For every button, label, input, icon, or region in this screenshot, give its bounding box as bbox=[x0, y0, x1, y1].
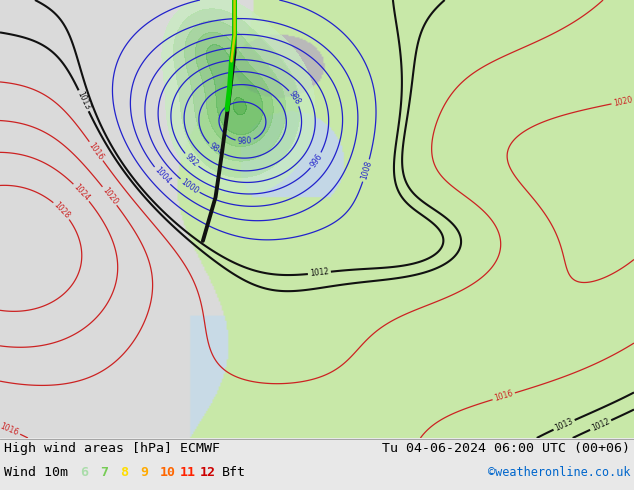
Text: 11: 11 bbox=[180, 466, 196, 479]
Text: 1013: 1013 bbox=[75, 90, 92, 111]
Text: 1020: 1020 bbox=[612, 95, 633, 108]
Text: 8: 8 bbox=[120, 466, 128, 479]
Text: High wind areas [hPa] ECMWF: High wind areas [hPa] ECMWF bbox=[4, 442, 220, 455]
Text: 1012: 1012 bbox=[309, 268, 329, 278]
Text: 992: 992 bbox=[183, 152, 200, 169]
Text: Tu 04-06-2024 06:00 UTC (00+06): Tu 04-06-2024 06:00 UTC (00+06) bbox=[382, 442, 630, 455]
Text: 12: 12 bbox=[200, 466, 216, 479]
Text: 1028: 1028 bbox=[52, 200, 72, 220]
Text: Bft: Bft bbox=[222, 466, 246, 479]
Text: 1000: 1000 bbox=[179, 177, 200, 196]
Text: 1008: 1008 bbox=[359, 160, 373, 181]
Text: 1013: 1013 bbox=[553, 416, 574, 433]
Text: 984: 984 bbox=[207, 142, 224, 157]
Text: 1020: 1020 bbox=[100, 186, 119, 206]
Text: 1016: 1016 bbox=[493, 389, 514, 403]
Text: 1004: 1004 bbox=[152, 166, 172, 186]
Text: 1016: 1016 bbox=[0, 421, 20, 438]
Text: ©weatheronline.co.uk: ©weatheronline.co.uk bbox=[488, 466, 630, 479]
Text: 1012: 1012 bbox=[590, 417, 611, 433]
Text: 1016: 1016 bbox=[87, 141, 105, 162]
Text: 980: 980 bbox=[237, 136, 252, 146]
Text: 7: 7 bbox=[100, 466, 108, 479]
Text: 10: 10 bbox=[160, 466, 176, 479]
Text: 9: 9 bbox=[140, 466, 148, 479]
Text: 6: 6 bbox=[80, 466, 88, 479]
Text: 996: 996 bbox=[308, 152, 324, 169]
Text: 988: 988 bbox=[287, 90, 302, 107]
Text: Wind 10m: Wind 10m bbox=[4, 466, 68, 479]
Text: 1024: 1024 bbox=[72, 182, 91, 203]
